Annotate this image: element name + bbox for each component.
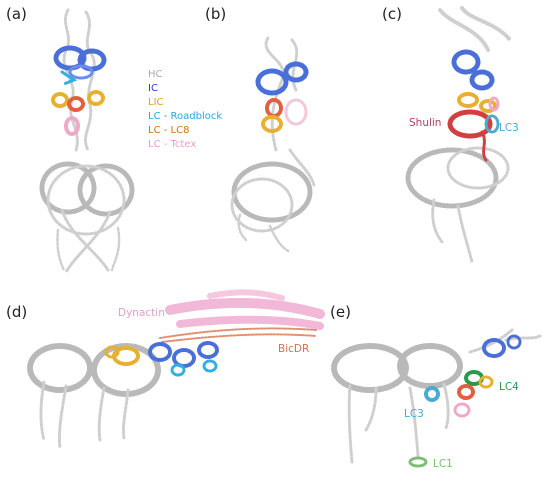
panel-b-label: (b) [205,5,226,23]
panel-e-label: (e) [330,303,351,321]
panel-c-motor-domain [405,147,499,209]
panel-d-dynactin [165,289,325,330]
legend-tctex: LC - Tctex [148,139,196,150]
panel-c-lc3-label: LC3 [499,122,519,134]
panel-a-motor-domain-right [77,163,135,217]
panel-e-motor-domain-left [331,343,409,393]
panel-b-lic [261,115,283,133]
panel-c-lic [457,92,497,113]
panel-c-label: (c) [382,5,402,23]
panel-c-lc3 [484,114,500,134]
panel-d-label: (d) [6,303,27,321]
panel-a-roadblock [60,70,78,86]
panel-e-lic [478,375,494,389]
panel-d-intermediate-chain [148,341,219,368]
panel-a-motor-domain-left [39,161,97,215]
lc4-label: LC4 [499,381,519,393]
legend-hc: HC [148,69,163,80]
panel-d-roadblock [170,359,218,377]
legend-ic: IC [148,83,158,94]
panel-d-motor-domain-left [27,343,93,393]
panel-e-motor-domain-right [397,343,463,389]
bicdr-label: BicDR [278,343,309,355]
legend-roadblock: LC - Roadblock [148,111,222,122]
panel-e-lc8 [457,384,475,400]
panel-c-intermediate-chain [451,49,495,91]
panel-a: (a) [6,5,135,274]
panel-a-label: (a) [6,5,27,23]
panel-b: (b) [205,5,316,254]
lc1-label: LC1 [433,458,453,470]
panel-e-lc3-label: LC3 [404,408,424,420]
panel-b-intermediate-chain [255,61,309,96]
panel-d-lic [104,345,140,366]
panel-c: (c) Shulin LC3 [382,5,519,264]
panel-c-tctex [488,96,500,112]
panel-e: (e) LC3 LC4 LC1 [330,303,542,470]
panel-a-intermediate-chain [53,45,107,80]
dynactin-label: Dynactin [118,307,165,319]
panel-c-shulin [447,109,493,162]
panel-d: (d) Dynactin [6,289,325,450]
panel-a-lic [51,90,105,108]
panel-e-lc3 [424,386,440,402]
legend: HC IC LIC LC - Roadblock LC - LC8 LC - T… [148,69,222,150]
panel-e-intermediate-chain [482,334,522,358]
panel-a-tctex [64,116,80,136]
panel-e-tctex [453,402,471,418]
legend-lc8: LC - LC8 [148,125,189,136]
panel-d-bicdr [159,327,317,343]
panel-e-lc1 [408,456,428,468]
panel-b-tctex [284,98,308,126]
panel-a-lc8 [67,96,85,112]
legend-lic: LIC [148,97,164,108]
shulin-label: Shulin [409,117,441,129]
panel-b-motor-domain [231,161,313,223]
